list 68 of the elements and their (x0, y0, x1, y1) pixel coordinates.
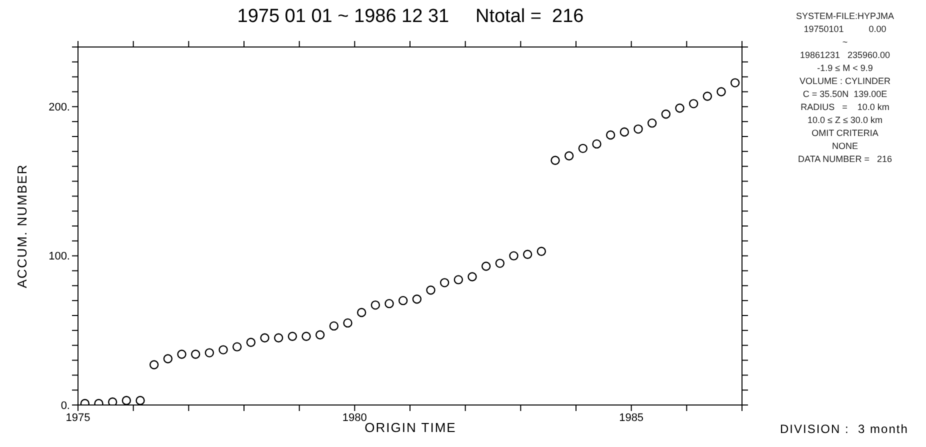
point (564, 151, 574, 160)
text: 10.0 ≤ Z ≤ 30.0 km (806, 114, 884, 127)
point (260, 333, 270, 342)
point (675, 104, 684, 113)
point (398, 296, 408, 306)
point (730, 78, 740, 88)
point (661, 110, 671, 119)
point (190, 350, 200, 359)
point (329, 321, 339, 331)
point (163, 354, 173, 364)
text: 19861231 235960.00 (798, 49, 892, 62)
text: OMIT CRITERIA (810, 127, 880, 140)
y-tick-label: 200. (48, 102, 70, 114)
point (412, 294, 422, 304)
text: C = 35.50N 139.00E (802, 88, 888, 101)
point (149, 360, 159, 370)
point (688, 99, 698, 108)
point (634, 124, 643, 134)
point (578, 144, 588, 154)
point (606, 130, 616, 140)
point (495, 258, 505, 268)
text: ~ (841, 36, 849, 49)
x-tick-label: 1985 (619, 412, 644, 424)
text: -1.9 ≤ M < 9.9 (816, 62, 874, 75)
x-axis-title: ORIGIN TIME (364, 420, 456, 435)
point (315, 330, 325, 340)
point (108, 397, 118, 405)
point (522, 250, 532, 259)
y-tick-label: 0. (60, 400, 70, 412)
point (716, 87, 726, 96)
point (177, 350, 186, 359)
point (204, 348, 214, 358)
point (246, 338, 256, 347)
point (356, 308, 366, 318)
point (274, 333, 284, 342)
text: RADIUS = 10.0 km (800, 101, 890, 114)
y-axis-title: ACCUM. NUMBER (14, 164, 30, 288)
point (218, 345, 228, 354)
point (288, 332, 298, 341)
point (122, 396, 132, 405)
text: DIVISION : 3 month (780, 422, 908, 436)
point (302, 332, 311, 341)
text: DATA NUMBER = 216 (797, 153, 893, 166)
point (536, 246, 546, 256)
point (702, 92, 712, 101)
point (426, 286, 436, 295)
y-tick-label: 100. (48, 250, 70, 263)
point (620, 127, 630, 137)
point (509, 251, 518, 260)
text: SYSTEM-FILE:HYPJMA (794, 10, 895, 23)
point (647, 118, 657, 128)
text: NONE (830, 140, 859, 153)
point (481, 262, 491, 271)
point (440, 278, 450, 288)
point (592, 139, 602, 149)
text: 19750101 0.00 (802, 23, 888, 36)
point (136, 396, 145, 405)
point (384, 298, 394, 308)
point (343, 318, 352, 328)
point (454, 275, 464, 284)
chart-title: 1975 01 01 ~ 1986 12 31 Ntotal = 216 (236, 6, 585, 28)
point (370, 300, 380, 310)
point (550, 156, 560, 165)
point (468, 272, 477, 282)
x-tick-label: 1980 (342, 412, 367, 424)
point (232, 342, 242, 352)
text: VOLUME : CYLINDER (798, 75, 892, 88)
x-tick-label: 1975 (66, 412, 90, 424)
